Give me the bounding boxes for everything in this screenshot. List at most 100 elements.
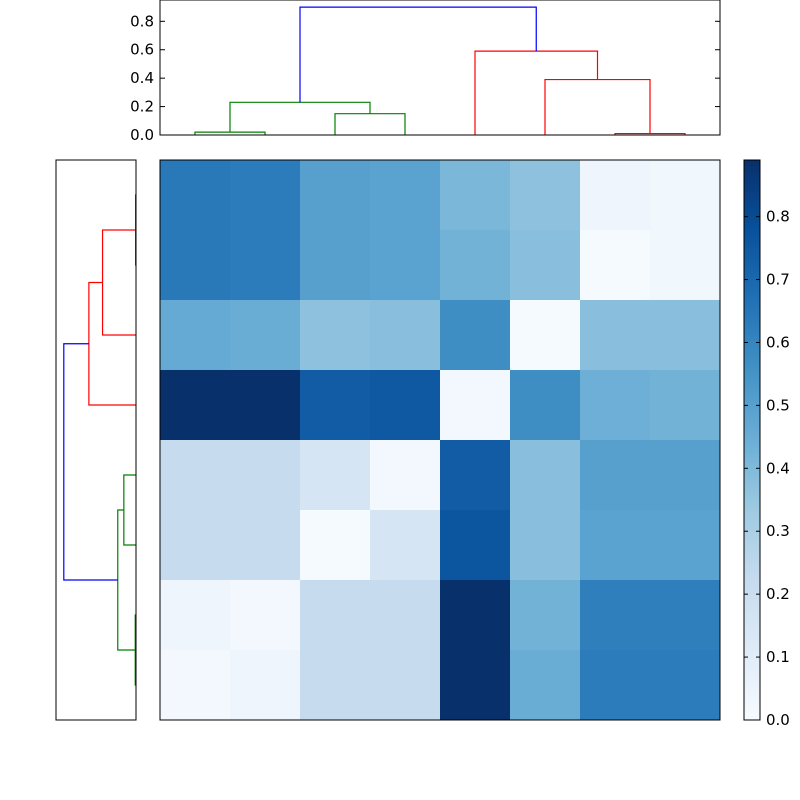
- colorbar-tick-label: 0.1: [766, 648, 790, 666]
- heatmap-cell: [440, 510, 511, 581]
- heatmap-cell: [440, 370, 511, 441]
- heatmap-cell: [230, 440, 301, 511]
- heatmap-cell: [230, 230, 301, 301]
- heatmap-cell: [580, 160, 651, 231]
- heatmap-cell: [650, 580, 721, 651]
- left-dendrogram: [55, 159, 137, 721]
- heatmap-cell: [160, 440, 231, 511]
- heatmap-cell: [230, 300, 301, 371]
- colorbar-tick-label: 0.7: [766, 271, 790, 289]
- heatmap-cell: [440, 650, 511, 721]
- heatmap-cell: [370, 300, 441, 371]
- heatmap-cell: [300, 510, 371, 581]
- colorbar-frame: [743, 159, 761, 721]
- heatmap-cell: [440, 580, 511, 651]
- heatmap-cell: [160, 510, 231, 581]
- colorbar: 0.0 0.1 0.2 0.3 0.4 0.5 0.6 0.7 0.8: [743, 159, 790, 729]
- left-dendrogram-link: [123, 474, 136, 546]
- left-dendrogram-link: [117, 509, 136, 651]
- heatmap-cell: [230, 510, 301, 581]
- heatmap-cell: [650, 160, 721, 231]
- heatmap-cell: [300, 160, 371, 231]
- colorbar-tick-label: 0.2: [766, 585, 790, 603]
- colorbar-tick-label: 0.8: [766, 208, 790, 226]
- heatmap-cell: [650, 510, 721, 581]
- heatmap-cell: [580, 370, 651, 441]
- heatmap-cell: [510, 370, 581, 441]
- heatmap-cell: [370, 230, 441, 301]
- heatmap-cell: [300, 230, 371, 301]
- top-dendrogram-ytick-label: 0.6: [130, 41, 154, 59]
- top-dendrogram: 0.0 0.2 0.4 0.6 0.8: [130, 0, 721, 144]
- heatmap-cell: [160, 370, 231, 441]
- colorbar-gradient: [744, 160, 760, 720]
- heatmap-cell: [160, 580, 231, 651]
- heatmap-cell: [580, 230, 651, 301]
- heatmap-cell: [440, 300, 511, 371]
- heatmap-cell: [580, 580, 651, 651]
- heatmap-cell: [370, 650, 441, 721]
- left-dendrogram-link: [101, 229, 136, 336]
- heatmap-cell: [300, 300, 371, 371]
- colorbar-tick-label: 0.5: [766, 396, 790, 414]
- top-dendrogram-link: [544, 78, 651, 135]
- heatmap-cell: [510, 650, 581, 721]
- heatmap-frame: [159, 159, 721, 721]
- heatmap-cell: [300, 580, 371, 651]
- heatmap-cell: [510, 510, 581, 581]
- left-dendrogram-link: [63, 343, 118, 581]
- heatmap-cell: [510, 300, 581, 371]
- left-dendrogram-frame: [55, 159, 137, 721]
- top-dendrogram-link: [229, 101, 371, 133]
- top-dendrogram-ytick-label: 0.8: [130, 12, 154, 30]
- heatmap-cell: [300, 440, 371, 511]
- heatmap-cell: [650, 650, 721, 721]
- heatmap-cell: [650, 300, 721, 371]
- heatmap-cell: [160, 160, 231, 231]
- heatmap-cell: [370, 580, 441, 651]
- top-dendrogram-ytick-label: 0.4: [130, 69, 154, 87]
- heatmap-cell: [440, 160, 511, 231]
- colorbar-tick-label: 0.0: [766, 711, 790, 729]
- heatmap-cell: [440, 230, 511, 301]
- colorbar-tick-label: 0.4: [766, 459, 790, 477]
- heatmap-cell: [580, 300, 651, 371]
- heatmap-cell: [650, 370, 721, 441]
- heatmap-cell: [580, 440, 651, 511]
- heatmap-cell: [370, 160, 441, 231]
- heatmap-cell: [230, 580, 301, 651]
- heatmap-cell: [230, 160, 301, 231]
- heatmap-cell: [580, 650, 651, 721]
- heatmap-cell: [230, 370, 301, 441]
- heatmap-cell: [580, 510, 651, 581]
- heatmap-cell: [510, 160, 581, 231]
- top-dendrogram-link: [194, 131, 266, 135]
- colorbar-tick-label: 0.3: [766, 522, 790, 540]
- top-dendrogram-ytick-label: 0.0: [130, 126, 154, 144]
- heatmap-cell: [510, 580, 581, 651]
- top-dendrogram-link: [614, 132, 686, 135]
- heatmap: [159, 159, 721, 721]
- top-dendrogram-link: [299, 6, 537, 103]
- heatmap-cell: [510, 440, 581, 511]
- heatmap-cell: [650, 230, 721, 301]
- heatmap-cell: [370, 370, 441, 441]
- heatmap-cell: [440, 440, 511, 511]
- top-dendrogram-ytick-label: 0.2: [130, 98, 154, 116]
- heatmap-cell: [370, 440, 441, 511]
- heatmap-cell: [650, 440, 721, 511]
- heatmap-cell: [160, 300, 231, 371]
- top-dendrogram-link: [334, 113, 406, 135]
- top-dendrogram-link: [474, 50, 599, 135]
- top-dendrogram-frame: [159, 0, 721, 136]
- heatmap-cell: [160, 650, 231, 721]
- left-dendrogram-link: [88, 281, 136, 406]
- heatmap-cell: [160, 230, 231, 301]
- heatmap-cell: [510, 230, 581, 301]
- heatmap-cell: [370, 510, 441, 581]
- heatmap-cell: [300, 370, 371, 441]
- heatmap-cell: [300, 650, 371, 721]
- colorbar-tick-label: 0.6: [766, 333, 790, 351]
- heatmap-cell: [230, 650, 301, 721]
